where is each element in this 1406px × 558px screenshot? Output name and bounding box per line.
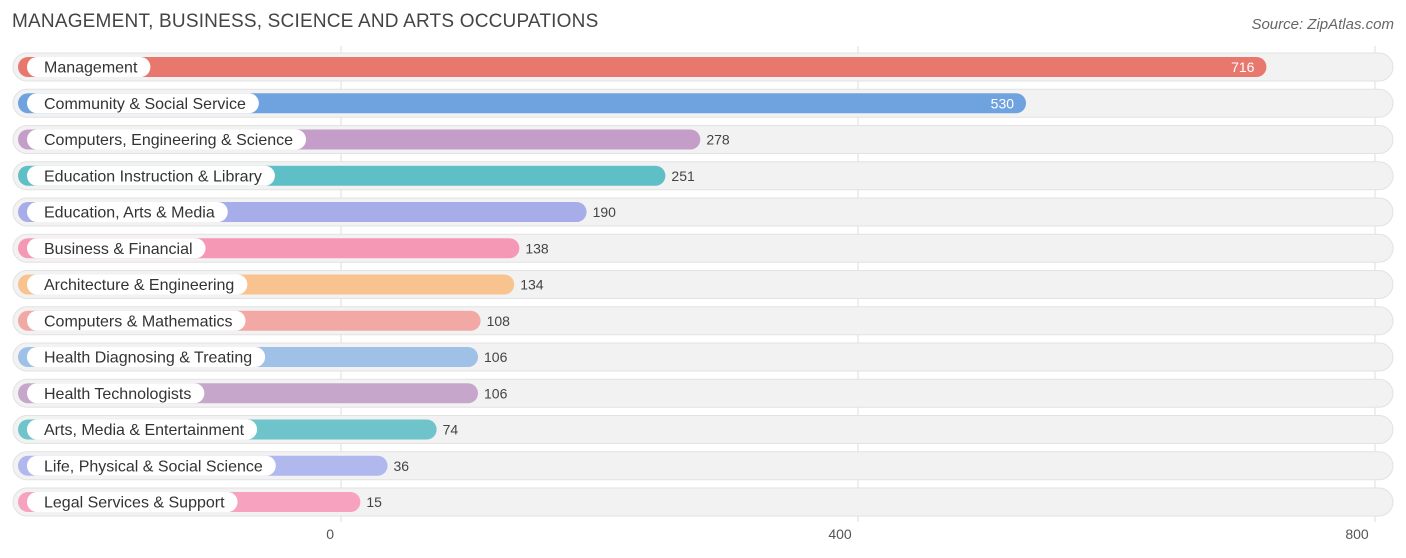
value-label: 138 (525, 240, 549, 256)
bar-row: Education Instruction & Library 251 (12, 161, 1394, 191)
category-label-pill (27, 383, 205, 404)
category-label: Education, Arts & Media (44, 205, 215, 222)
value-label: 134 (520, 277, 544, 293)
bar-row: Health Technologists 106 (12, 378, 1394, 408)
category-label-pill (27, 93, 259, 114)
category-label: Management (44, 60, 138, 77)
bar-row: Business & Financial 138 (12, 233, 1394, 263)
value-label: 15 (366, 494, 382, 510)
value-label: 74 (443, 422, 459, 438)
category-label: Computers, Engineering & Science (44, 132, 293, 149)
category-label: Arts, Media & Entertainment (44, 422, 245, 439)
value-label: 278 (706, 132, 730, 148)
bar-row: Architecture & Engineering 134 (12, 270, 1394, 299)
category-label: Computers & Mathematics (44, 313, 233, 330)
category-label-pill (27, 455, 276, 476)
x-tick-label: 400 (828, 526, 852, 542)
value-label: 190 (593, 204, 617, 220)
category-label-pill (27, 165, 275, 186)
bar (18, 93, 1027, 114)
category-label-pill (27, 274, 248, 295)
category-label: Architecture & Engineering (44, 277, 234, 294)
bar-track (12, 487, 1394, 517)
category-label-pill (27, 129, 307, 150)
category-label: Education Instruction & Library (44, 168, 262, 185)
chart-source: Source: ZipAtlas.com (1251, 16, 1394, 33)
bar-row: Legal Services & Support 15 (12, 487, 1394, 517)
category-label-pill (27, 347, 266, 367)
x-axis-ticks: 0 400 800 (326, 526, 1369, 542)
bar-row: Arts, Media & Entertainment 74 (12, 415, 1394, 444)
category-label: Life, Physical & Social Science (44, 458, 263, 475)
value-label: 108 (487, 313, 511, 329)
category-label-pill (27, 238, 206, 259)
category-label-pill (27, 310, 246, 331)
value-label: 36 (394, 458, 410, 474)
x-tick-label: 800 (1345, 526, 1369, 542)
bar-row: Management 716 (12, 52, 1394, 82)
bar-rows: Management 716 Community & Social Service 5… (12, 52, 1394, 517)
bar-row: Health Diagnosing & Treating 106 (12, 342, 1394, 372)
bar-row: Community & Social Service 530 (12, 88, 1394, 118)
category-label-pill (27, 492, 238, 512)
category-label: Business & Financial (44, 241, 193, 258)
chart-title: MANAGEMENT, BUSINESS, SCIENCE AND ARTS O… (12, 11, 598, 32)
category-label: Legal Services & Support (44, 495, 225, 512)
category-label-pill (27, 419, 258, 440)
category-label: Health Technologists (44, 386, 191, 403)
category-label: Health Diagnosing & Treating (44, 350, 252, 367)
bar-row: Life, Physical & Social Science 36 (12, 451, 1394, 481)
bar-row: Education, Arts & Media 190 (12, 197, 1394, 227)
value-label: 251 (671, 168, 695, 184)
bar-row: Computers & Mathematics 108 (12, 306, 1394, 336)
category-label-pill (27, 57, 151, 77)
value-label: 106 (484, 349, 508, 365)
value-label: 530 (991, 95, 1015, 111)
value-label: 106 (484, 385, 508, 401)
x-tick-label: 0 (326, 526, 334, 542)
category-label-pill (27, 202, 228, 222)
value-label: 716 (1231, 59, 1255, 75)
bar (18, 57, 1267, 77)
bar-row: Computers, Engineering & Science 278 (12, 125, 1394, 154)
category-label: Community & Social Service (44, 96, 246, 113)
